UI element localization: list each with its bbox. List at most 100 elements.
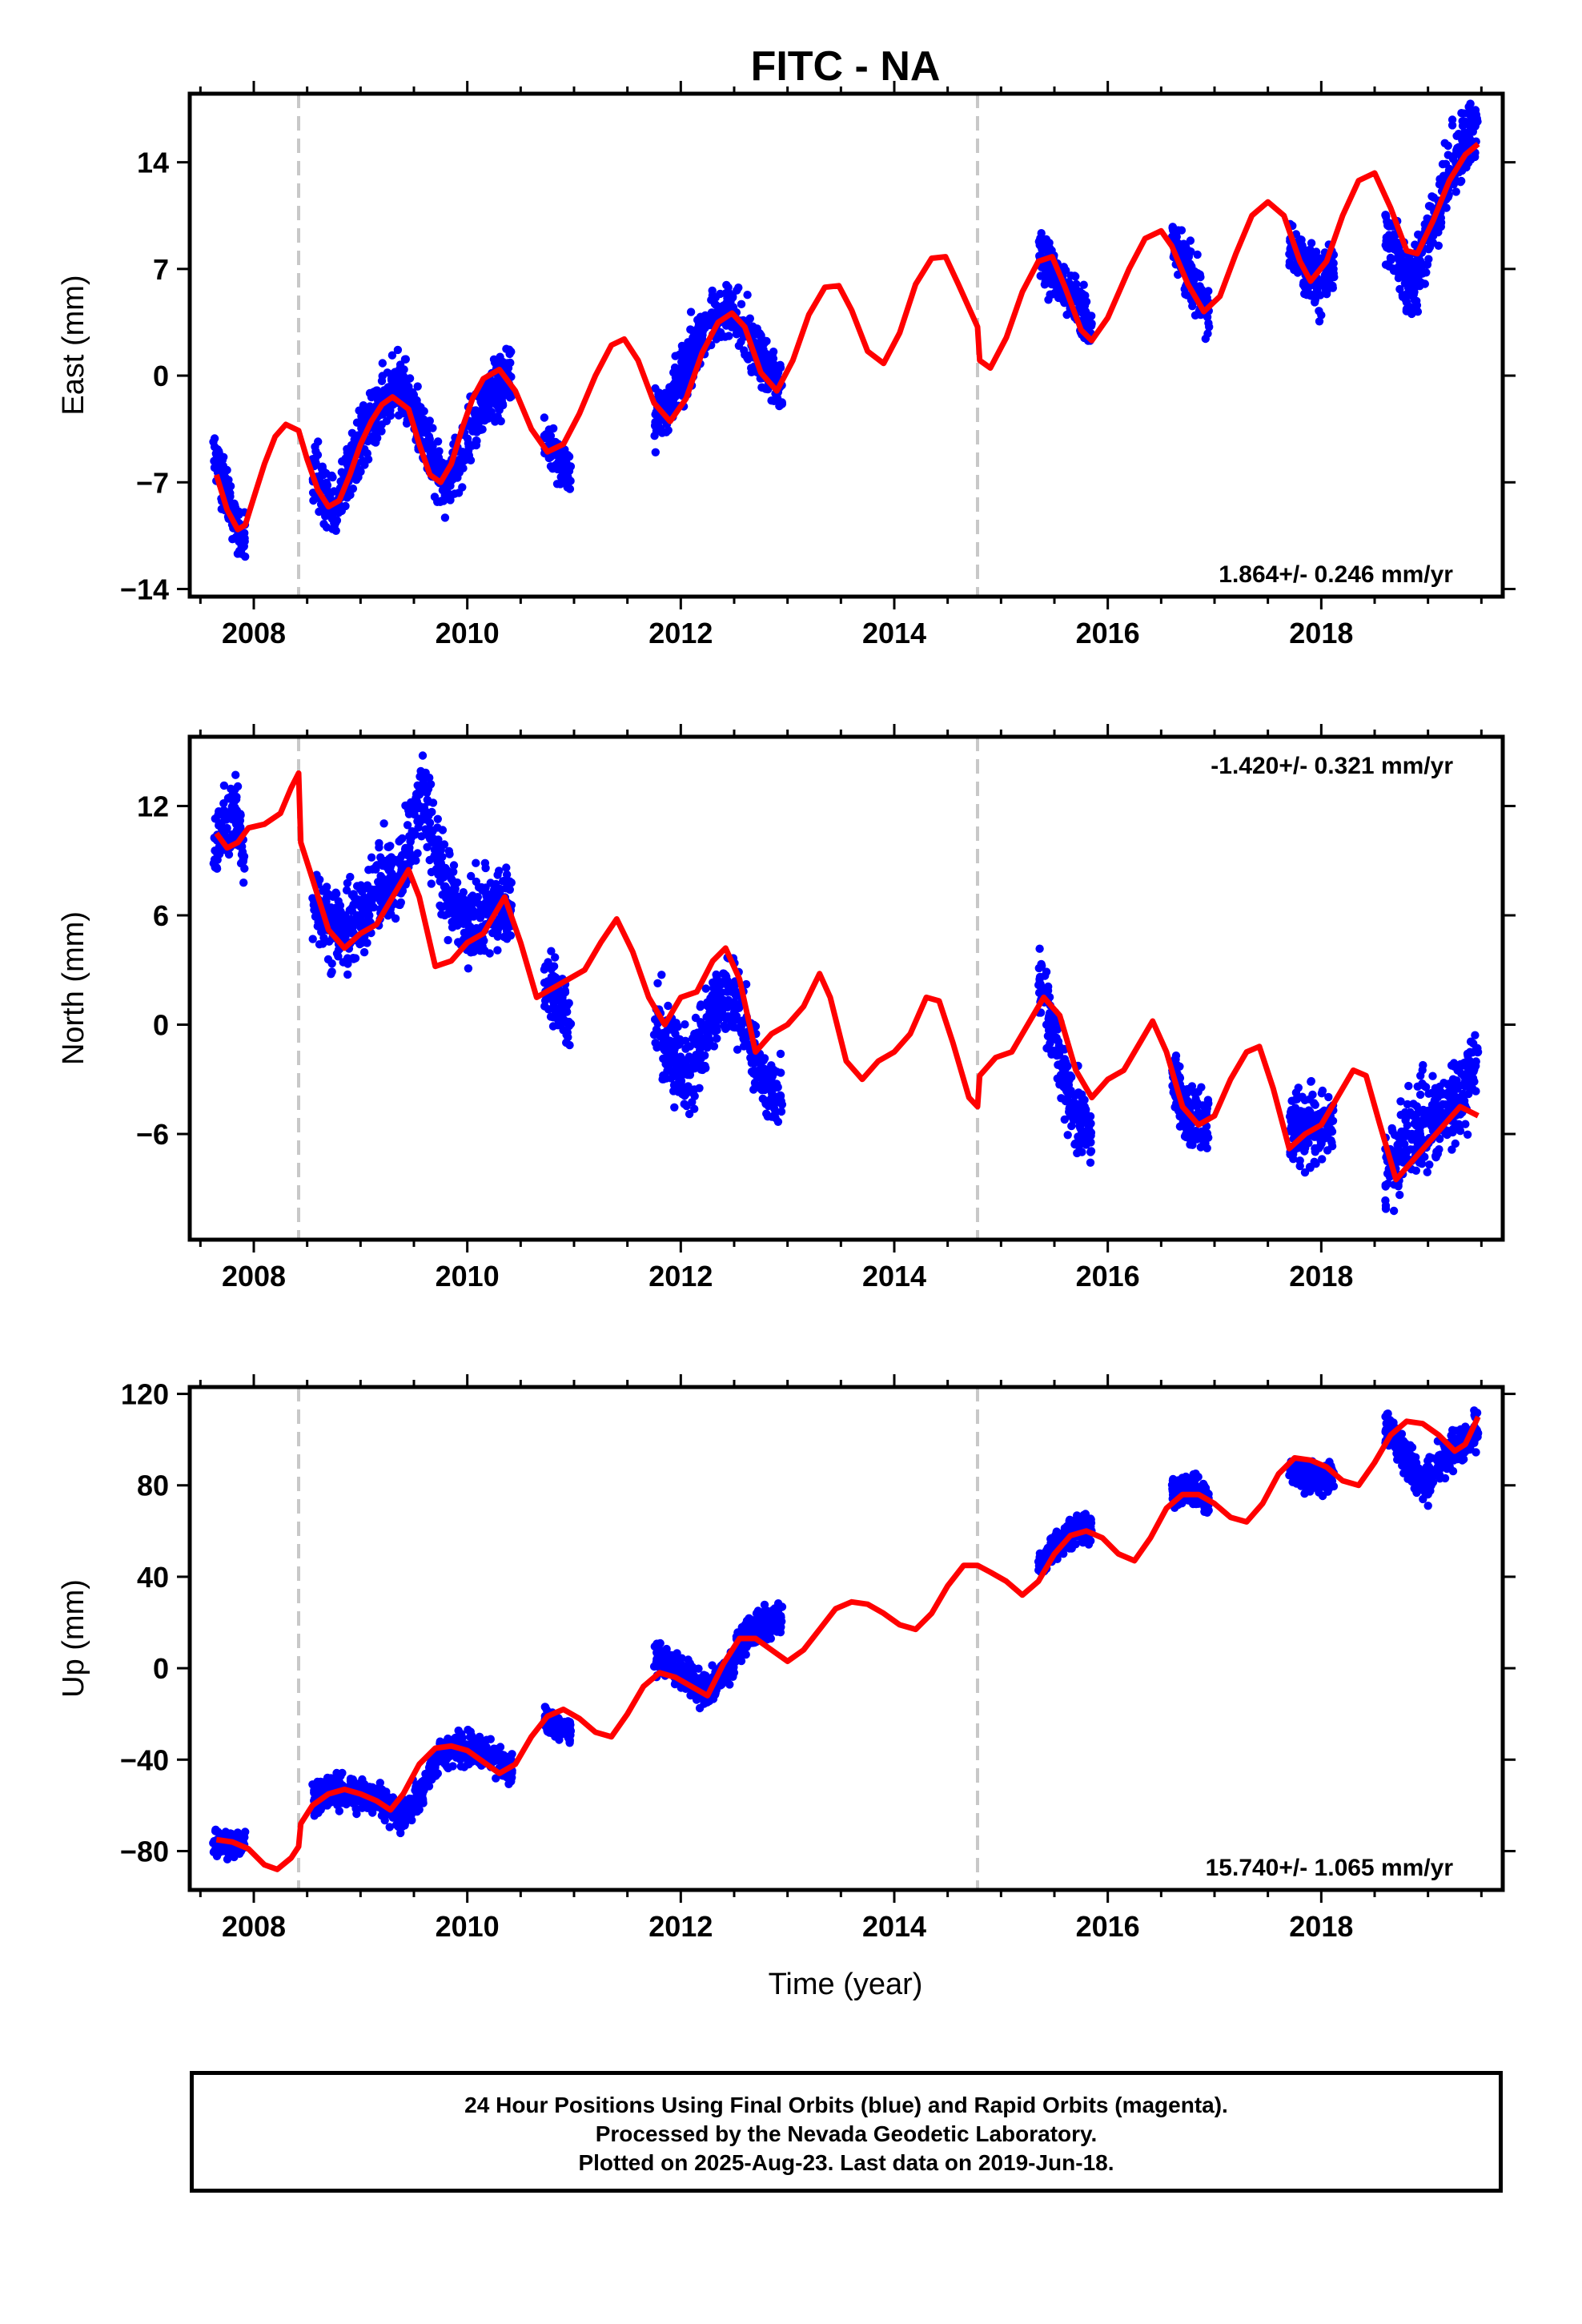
data-point [1464,1060,1473,1069]
data-point [721,289,730,298]
data-point [1389,1206,1399,1216]
data-point [219,781,229,790]
data-point [494,403,503,412]
data-point [400,845,410,854]
data-point [352,911,362,920]
data-point [747,368,756,376]
data-point [550,1005,560,1015]
x-tick-label: 2010 [436,1260,500,1293]
data-point [1290,1106,1299,1116]
data-point [1300,1147,1309,1156]
data-point [327,959,336,968]
data-point [669,396,678,405]
data-point [381,408,390,416]
data-point [1060,1115,1070,1124]
data-point [1046,290,1054,299]
data-point [396,898,405,907]
data-point [1417,1134,1426,1143]
x-tick-label: 2008 [222,1260,286,1293]
y-axis-label: North (mm) [57,911,90,1065]
data-point [1308,1090,1317,1100]
data-point [238,847,247,856]
data-point [658,1075,667,1084]
data-point [357,412,366,421]
data-point [547,947,556,955]
data-point [767,1061,776,1070]
data-point [1316,277,1326,286]
data-point [359,947,369,957]
data-point [211,1827,220,1835]
data-point [1186,247,1195,256]
data-point [734,283,743,292]
data-point [1467,1075,1476,1084]
data-point [409,852,418,861]
data-point [408,390,417,400]
data-point [447,891,456,899]
data-point [322,478,331,487]
data-point [343,970,352,979]
data-point [405,374,415,383]
data-point [230,1852,239,1862]
data-point [355,885,365,894]
data-point [1295,1156,1304,1165]
data-point [1069,284,1078,293]
data-point [1059,263,1069,271]
data-point [1419,1108,1428,1118]
data-point [476,902,485,911]
data-point [1327,1138,1336,1148]
data-point [433,814,442,823]
data-point [721,321,731,330]
data-point [1457,109,1466,118]
data-point [486,400,495,408]
y-tick-label: −6 [136,1118,169,1151]
data-point [1086,1128,1096,1137]
data-point [692,340,701,348]
data-point [671,352,680,360]
data-point [1468,1084,1476,1093]
data-point [1463,1130,1472,1140]
data-point [1174,270,1182,279]
data-point [488,928,497,938]
data-point [744,355,753,364]
data-point [765,365,774,375]
data-point [768,350,777,359]
data-point [1435,175,1444,183]
data-point [396,360,405,369]
data-point [1059,1076,1068,1085]
data-point [232,812,241,821]
data-point [1086,1148,1095,1156]
data-point [777,1068,785,1077]
data-point [371,386,381,395]
data-point [769,396,778,405]
data-point [566,476,575,485]
data-point [418,751,428,760]
up-panel: 2008 2010 2012 2014 2016 2018−80−4004080120Up… [57,1374,1516,1943]
data-point [1195,282,1204,291]
data-point [468,424,476,432]
data-point [421,825,430,834]
data-point [1063,1131,1072,1140]
data-point [1425,1160,1434,1169]
data-point [228,535,237,544]
data-point [311,447,320,456]
data-point [776,1049,785,1059]
data-point [327,967,336,976]
data-point [481,393,491,402]
data-point [351,954,360,963]
data-point [344,449,353,458]
data-point [1327,1125,1335,1134]
data-point [421,768,430,778]
data-point [737,337,745,346]
data-point [757,331,765,340]
data-point [428,826,437,836]
y-tick-label: 14 [137,147,169,179]
data-point [665,388,675,397]
data-point [653,979,662,988]
data-point [1204,319,1213,328]
data-point [1203,1144,1211,1153]
data-point [389,871,398,880]
data-point [690,1063,700,1073]
data-point [657,971,666,979]
data-point [1315,317,1324,326]
